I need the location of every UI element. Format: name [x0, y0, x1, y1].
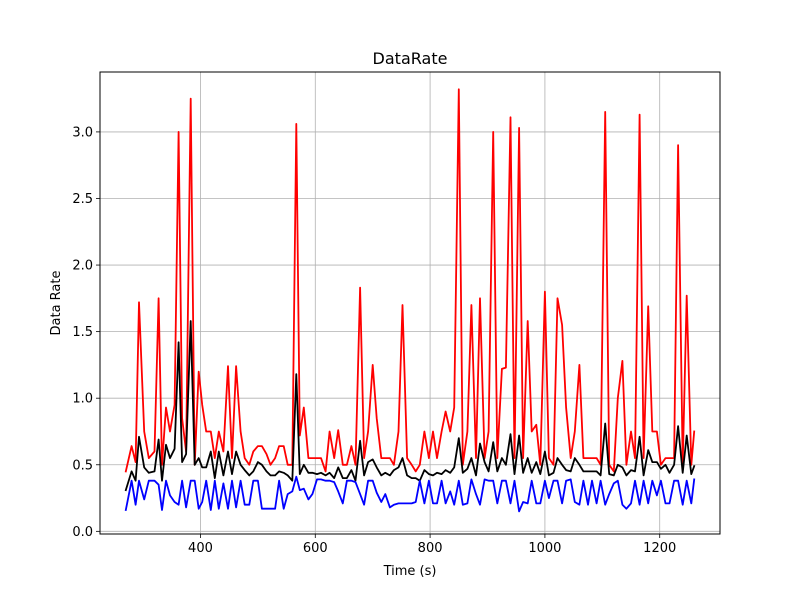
series-line-2 — [124, 320, 696, 492]
x-tick-label: 600 — [303, 541, 328, 556]
y-tick-label: 0.5 — [72, 458, 93, 473]
x-axis-label: Time (s) — [383, 564, 437, 579]
x-tick-label: 400 — [188, 541, 213, 556]
series-layer — [124, 88, 696, 513]
y-tick-label: 2.0 — [72, 259, 93, 274]
chart-title: DataRate — [373, 49, 448, 68]
grid — [100, 72, 720, 534]
y-tick-label: 3.0 — [72, 125, 93, 140]
y-axis: 0.0 0.5 1.0 1.5 2.0 2.5 3.0 — [72, 125, 100, 540]
y-axis-label: Data Rate — [49, 271, 64, 336]
y-tick-label: 2.5 — [72, 192, 93, 207]
series-line-3 — [124, 475, 696, 513]
series-line-1 — [124, 88, 696, 473]
y-tick-label: 0.0 — [72, 525, 93, 540]
y-tick-label: 1.0 — [72, 392, 93, 407]
x-tick-label: 1200 — [643, 541, 676, 556]
x-tick-label: 800 — [418, 541, 443, 556]
x-tick-label: 1000 — [528, 541, 561, 556]
y-tick-label: 1.5 — [72, 325, 93, 340]
plot-frame — [99, 71, 721, 535]
x-axis: 400 600 800 1000 1200 — [188, 534, 676, 556]
